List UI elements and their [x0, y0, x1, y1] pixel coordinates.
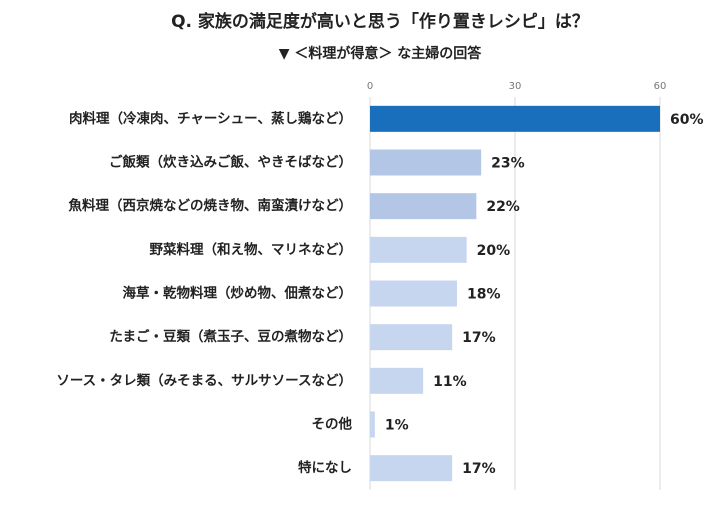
bar: [370, 324, 453, 351]
category-label: 海草・乾物料理（炒め物、佃煮など）: [123, 285, 353, 302]
chart-subtitle: ▼ ＜料理が得意＞ な主婦の回答: [279, 45, 483, 62]
category-label: 特になし: [298, 459, 352, 476]
bar: [370, 193, 477, 220]
chart-title: Q. 家族の満足度が高いと思う「作り置きレシピ」は？: [171, 11, 589, 32]
x-tick-label: 0: [367, 81, 373, 92]
category-label: 肉料理（冷凍肉、チャーシュー、蒸し鶏など）: [69, 110, 352, 127]
bar: [370, 236, 467, 263]
category-label: その他: [312, 416, 353, 433]
category-label: ご飯類（炊き込みご飯、やきそばなど）: [109, 154, 352, 171]
category-label: 野菜料理（和え物、マリネなど）: [150, 241, 353, 258]
value-label: 11%: [433, 374, 467, 390]
bar: [370, 149, 482, 176]
value-label: 1%: [385, 418, 409, 434]
x-tick-label: 60: [654, 81, 667, 92]
category-label: たまご・豆類（煮玉子、豆の煮物など）: [109, 328, 352, 345]
bar: [370, 367, 424, 394]
value-label: 18%: [467, 287, 501, 303]
category-label: 魚料理（西京焼などの焼き物、南蛮漬けなど）: [69, 197, 353, 214]
value-label: 20%: [477, 243, 511, 259]
category-label: ソース・タレ類（みそまる、サルサソースなど）: [56, 373, 352, 389]
value-label: 60%: [670, 112, 704, 128]
value-label: 17%: [462, 330, 496, 346]
value-label: 22%: [486, 199, 520, 215]
bar: [370, 455, 453, 482]
value-label: 17%: [462, 461, 496, 477]
value-label: 23%: [491, 156, 525, 172]
x-tick-label: 30: [509, 81, 522, 92]
bar: [370, 105, 660, 132]
bar: [370, 280, 457, 307]
bar: [370, 411, 375, 438]
